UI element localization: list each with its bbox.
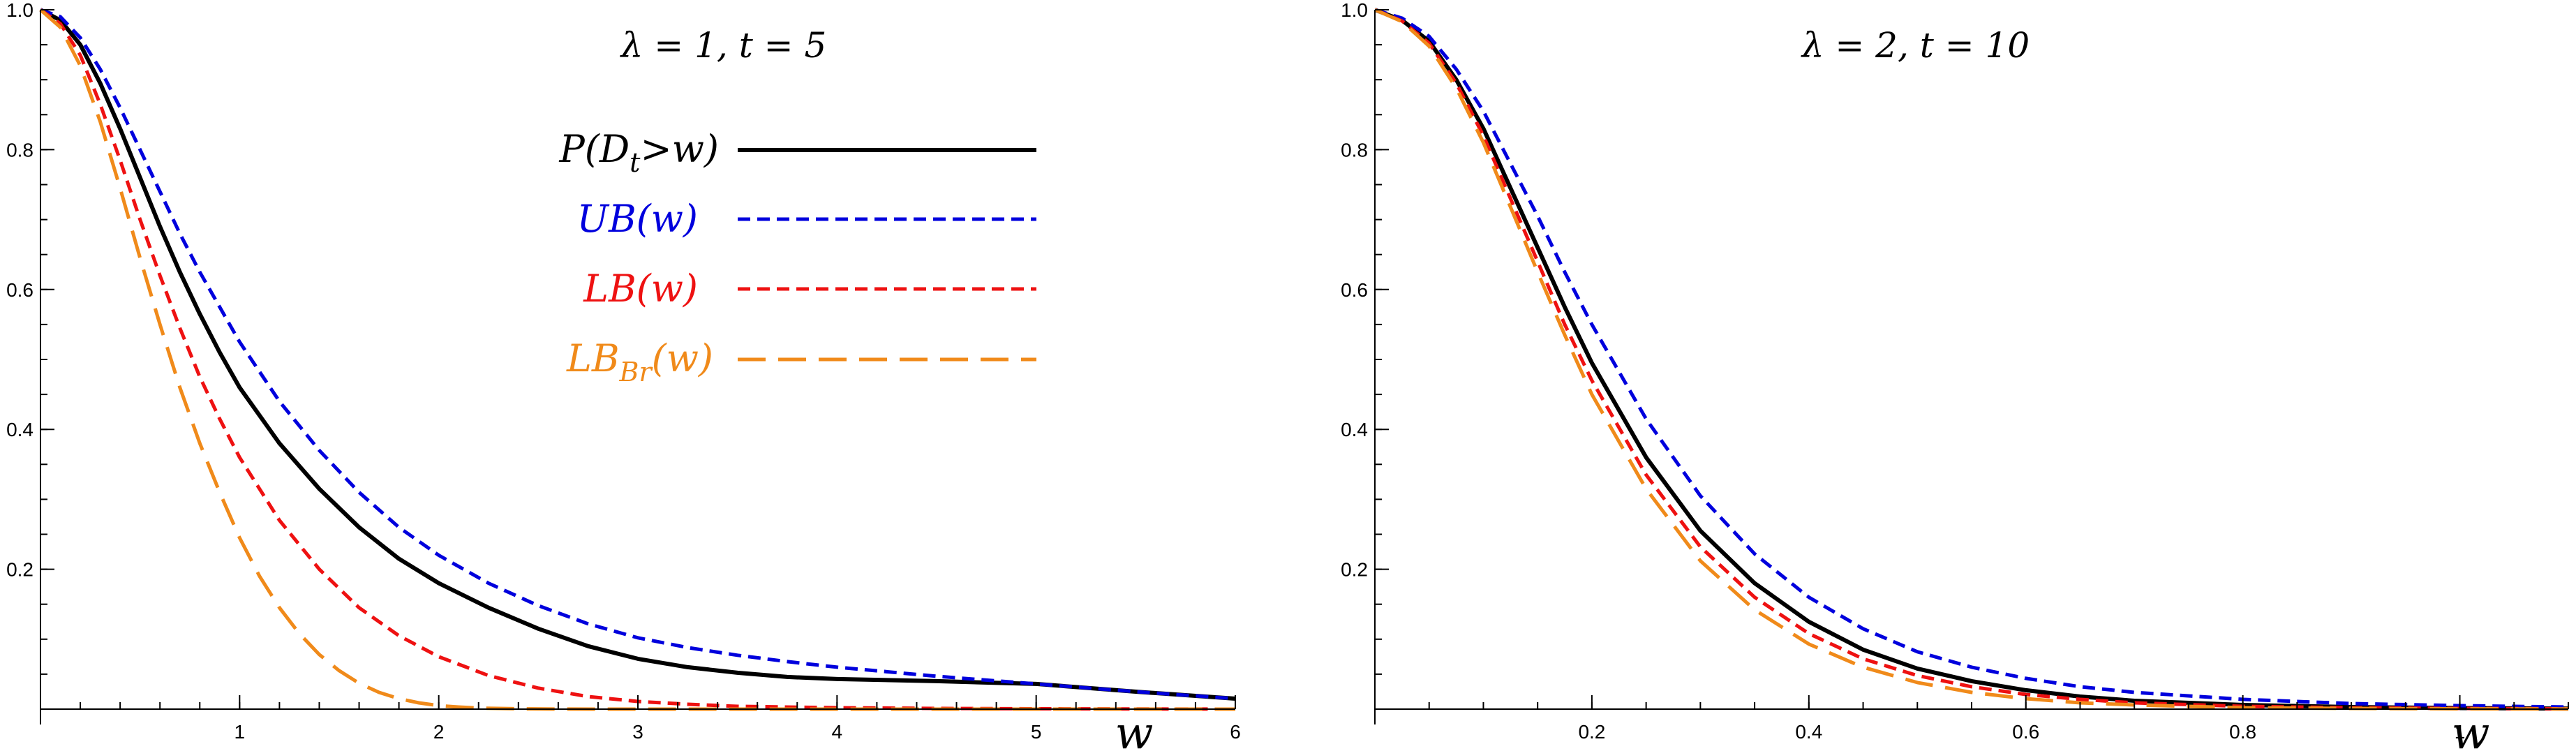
left-y-tick-label: 0.4 (6, 419, 33, 440)
right-series-p-d-t-w (1373, 8, 2569, 711)
right-x-tick-label: 0.2 (1578, 721, 1605, 743)
legend-entry-ub: UB(w) (576, 197, 1036, 241)
left-series-p-d-t-w (39, 8, 1236, 701)
left-axes: 1 2 3 4 5 6 0.2 0.4 0.6 0.8 1.0 (6, 0, 1241, 743)
right-series-lb-br-w (1373, 8, 2569, 711)
left-series-group (39, 8, 1236, 711)
left-chart-title: λ = 1, t = 5 (620, 25, 827, 66)
left-x-axis-label: w (1115, 708, 1154, 751)
left-series-lb-w (39, 8, 1236, 711)
right-series-group (1373, 8, 2569, 711)
left-x-tick-label: 1 (234, 721, 246, 743)
right-x-axis-label: w (2452, 708, 2490, 751)
legend-label-p: P(Dt>w) (558, 127, 719, 178)
left-x-tick-label: 2 (433, 721, 445, 743)
legend-label-lb: LB(w) (583, 267, 698, 311)
left-x-tick-label: 4 (832, 721, 843, 743)
left-y-tick-label: 0.6 (6, 279, 33, 301)
right-y-tick-label: 0.2 (1341, 559, 1368, 581)
left-y-tick-label: 1.0 (6, 0, 33, 21)
left-series-lb-br-w (39, 8, 1235, 711)
legend-label-ub: UB(w) (576, 197, 698, 241)
legend-label-lbbr: LBBr(w) (566, 336, 713, 387)
right-y-tick-label: 0.4 (1341, 419, 1368, 440)
left-x-tick-label: 3 (632, 721, 643, 743)
left-chart-panel: 1 2 3 4 5 6 0.2 0.4 0.6 0.8 1.0 λ = 1, t = 5 w P(D… (6, 0, 1241, 751)
right-axes: 0.2 0.4 0.6 0.8 1 0.2 0.4 0.6 0.8 1.0 (1341, 0, 2569, 743)
left-x-tick-label: 6 (1230, 721, 1241, 743)
right-series-lb-w (1374, 8, 2569, 711)
right-x-tick-label: 0.4 (1795, 721, 1822, 743)
right-chart-panel: 0.2 0.4 0.6 0.8 1 0.2 0.4 0.6 0.8 1.0 λ = 2, t = … (1341, 0, 2569, 751)
legend-entry-lb: LB(w) (583, 267, 1036, 311)
right-x-tick-label: 1 (2455, 721, 2466, 743)
right-y-tick-label: 0.8 (1341, 139, 1368, 161)
right-x-tick-label: 0.6 (2012, 721, 2039, 743)
legend: P(Dt>w) UB(w) LB(w) LBBr(w) (558, 127, 1036, 387)
left-y-tick-label: 0.2 (6, 559, 33, 581)
left-y-tick-label: 0.8 (6, 139, 33, 161)
left-x-tick-label: 5 (1031, 721, 1042, 743)
right-x-tick-label: 0.8 (2229, 721, 2256, 743)
right-y-tick-label: 1.0 (1341, 0, 1368, 21)
right-chart-title: λ = 2, t = 10 (1801, 25, 2030, 66)
legend-entry-lbbr: LBBr(w) (566, 336, 1036, 387)
legend-entry-p: P(Dt>w) (558, 127, 1036, 178)
right-y-tick-label: 0.6 (1341, 279, 1368, 301)
left-series-ub-w (40, 8, 1236, 701)
right-series-ub-w (1374, 8, 2569, 709)
